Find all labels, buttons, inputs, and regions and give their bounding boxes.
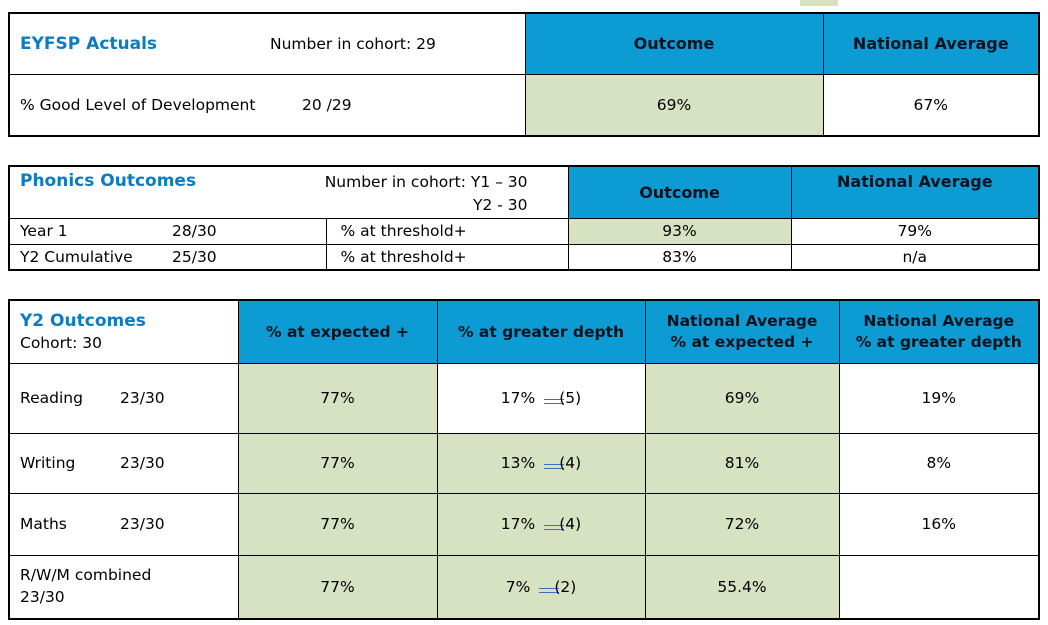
- y2-rwm-greater-depth-count: (2): [554, 577, 577, 596]
- y2-outcomes-table: Y2 Outcomes Cohort: 30 % at expected + %…: [8, 299, 1040, 620]
- eyfsp-table-title: EYFSP Actuals: [20, 33, 158, 54]
- phonics-row-y2-cumulative: Y2 Cumulative 25/30 % at threshold+ 83% …: [8, 243, 1040, 271]
- y2-table-title: Y2 Outcomes: [20, 310, 146, 331]
- phonics-y2-measure: % at threshold+: [325, 243, 569, 271]
- phonics-cohort-label: Number in cohort: Y1 – 30 Y2 - 30: [325, 171, 528, 216]
- y2-title-cell: Y2 Outcomes Cohort: 30: [8, 299, 239, 364]
- y2-maths-fraction: 23/30: [120, 515, 165, 533]
- y2-writing-fraction: 23/30: [120, 454, 165, 472]
- eyfsp-table: EYFSP Actuals Number in cohort: 29 Outco…: [8, 12, 1040, 137]
- eyfsp-national-average-value: 67%: [822, 73, 1040, 137]
- eyfsp-data-row: % Good Level of Development 20 /29 69% 6…: [8, 73, 1040, 137]
- y2-maths-greater-depth-cell: 17% (4): [436, 492, 646, 556]
- revision-mark-icon: [544, 525, 565, 530]
- y2-rwm-national-greater: [838, 554, 1040, 620]
- y2-rwm-national-expected: 55.4%: [644, 554, 840, 620]
- phonics-header-row: Phonics Outcomes Number in cohort: Y1 – …: [8, 165, 1040, 219]
- y2-maths-label-cell: Maths 23/30: [8, 492, 239, 556]
- y2-nat-expected-line2: % at expected +: [670, 332, 814, 351]
- phonics-table: Phonics Outcomes Number in cohort: Y1 – …: [8, 165, 1041, 271]
- y2-writing-label-cell: Writing 23/30: [8, 432, 239, 494]
- y2-reading-fraction: 23/30: [120, 389, 165, 407]
- y2-row-rwm-combined: R/W/M combined 23/30 77% 7% (2) 55.4%: [8, 554, 1040, 620]
- y2-reading-label-cell: Reading 23/30: [8, 362, 239, 434]
- phonics-year1-label-cell: Year 1 28/30: [8, 217, 327, 245]
- phonics-title-cell: Phonics Outcomes Number in cohort: Y1 – …: [8, 165, 569, 219]
- y2-nat-greater-line1: National Average: [863, 311, 1015, 330]
- y2-row-maths: Maths 23/30 77% 17% (4) 72% 16%: [8, 492, 1040, 556]
- y2-writing-label: Writing: [20, 454, 76, 472]
- eyfsp-header-row: EYFSP Actuals Number in cohort: 29 Outco…: [8, 12, 1040, 75]
- phonics-y2-national-average: n/a: [790, 243, 1040, 271]
- phonics-year1-national-average: 79%: [790, 217, 1040, 245]
- phonics-year1-measure: % at threshold+: [325, 217, 569, 245]
- y2-rwm-greater-depth: 7%: [505, 577, 531, 596]
- phonics-row-year1: Year 1 28/30 % at threshold+ 93% 79%: [8, 217, 1040, 245]
- y2-rwm-greater-depth-cell: 7% (2): [436, 554, 646, 620]
- eyfsp-outcome-value: 69%: [524, 73, 824, 137]
- y2-reading-greater-depth-cell: 17% (5): [436, 362, 646, 434]
- y2-reading-label: Reading: [20, 389, 83, 407]
- phonics-y2-fraction: 25/30: [172, 247, 217, 266]
- y2-row-reading: Reading 23/30 77% 17% (5) 69% 19%: [8, 362, 1040, 434]
- y2-rwm-label: R/W/M combined: [20, 566, 152, 585]
- revision-mark-icon: [544, 399, 565, 404]
- y2-column-header-national-greater-depth: National Average % at greater depth: [838, 299, 1040, 364]
- eyfsp-title-cell: EYFSP Actuals Number in cohort: 29: [8, 12, 526, 75]
- phonics-y2-label: Y2 Cumulative: [20, 247, 133, 266]
- y2-maths-greater-depth: 17%: [500, 515, 536, 533]
- y2-column-header-expected: % at expected +: [237, 299, 438, 364]
- y2-nat-expected-line1: National Average: [666, 311, 818, 330]
- phonics-cohort-line2: Y2 - 30: [473, 195, 528, 214]
- eyfsp-column-header-national-average: National Average: [822, 12, 1040, 75]
- phonics-y2-label-cell: Y2 Cumulative 25/30: [8, 243, 327, 271]
- phonics-column-header-outcome: Outcome: [567, 165, 792, 219]
- y2-maths-label: Maths: [20, 515, 67, 533]
- phonics-table-title: Phonics Outcomes: [20, 171, 197, 192]
- y2-writing-greater-depth: 13%: [500, 454, 536, 472]
- y2-nat-greater-line2: % at greater depth: [855, 332, 1022, 351]
- y2-maths-expected: 77%: [237, 492, 438, 556]
- y2-maths-national-greater: 16%: [838, 492, 1040, 556]
- y2-cohort-label: Cohort: 30: [20, 333, 102, 352]
- eyfsp-column-header-outcome: Outcome: [524, 12, 824, 75]
- phonics-y2-outcome: 83%: [567, 243, 792, 271]
- phonics-year1-fraction: 28/30: [172, 222, 217, 240]
- y2-rwm-expected: 77%: [237, 554, 438, 620]
- y2-maths-greater-depth-count: (4): [559, 515, 582, 533]
- eyfsp-measure-cell: % Good Level of Development 20 /29: [8, 73, 526, 137]
- y2-writing-national-expected: 81%: [644, 432, 840, 494]
- y2-column-header-national-expected: National Average % at expected +: [644, 299, 840, 364]
- stray-highlight-artifact: [800, 0, 838, 6]
- y2-rwm-fraction: 23/30: [20, 587, 65, 606]
- y2-column-header-greater-depth: % at greater depth: [436, 299, 646, 364]
- phonics-column-header-national-average: National Average: [790, 165, 1040, 219]
- phonics-cohort-line1: Number in cohort: Y1 – 30: [324, 173, 528, 192]
- y2-rwm-label-cell: R/W/M combined 23/30: [8, 554, 239, 620]
- y2-header-row: Y2 Outcomes Cohort: 30 % at expected + %…: [8, 299, 1040, 364]
- y2-reading-national-expected: 69%: [644, 362, 840, 434]
- eyfsp-measure-label: % Good Level of Development: [20, 95, 256, 114]
- y2-reading-greater-depth: 17%: [500, 389, 536, 407]
- y2-reading-expected: 77%: [237, 362, 438, 434]
- phonics-year1-label: Year 1: [20, 222, 68, 240]
- phonics-year1-outcome: 93%: [567, 217, 792, 245]
- eyfsp-cohort-label: Number in cohort: 29: [270, 34, 436, 53]
- revision-mark-icon: [544, 464, 565, 469]
- y2-reading-greater-depth-count: (5): [559, 389, 582, 407]
- y2-row-writing: Writing 23/30 77% 13% (4) 81% 8%: [8, 432, 1040, 494]
- report-page: EYFSP Actuals Number in cohort: 29 Outco…: [8, 12, 1041, 620]
- y2-writing-greater-depth-count: (4): [559, 454, 582, 472]
- y2-reading-national-greater: 19%: [838, 362, 1040, 434]
- revision-mark-icon: [539, 587, 560, 593]
- y2-writing-national-greater: 8%: [838, 432, 1040, 494]
- y2-writing-greater-depth-cell: 13% (4): [436, 432, 646, 494]
- eyfsp-measure-fraction: 20 /29: [302, 95, 352, 114]
- y2-writing-expected: 77%: [237, 432, 438, 494]
- y2-maths-national-expected: 72%: [644, 492, 840, 556]
